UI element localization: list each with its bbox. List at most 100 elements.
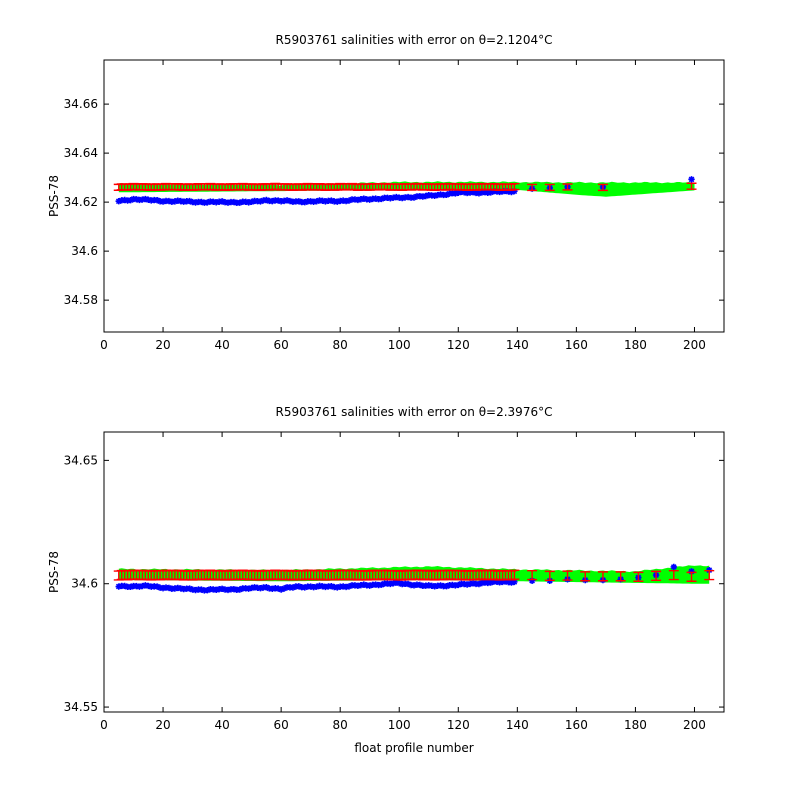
y-tick-label: 34.62	[64, 195, 98, 209]
float-salinity-point	[416, 581, 424, 589]
mapped-salinity-errorbar	[527, 183, 538, 192]
float-salinity-point	[528, 577, 536, 584]
axes-frame	[103, 59, 725, 333]
float-salinity-point	[301, 584, 308, 591]
float-salinity-point	[378, 581, 385, 588]
y-axis-label: PSS-78	[47, 175, 61, 217]
x-tick-label: 20	[155, 338, 170, 352]
x-tick-label: 160	[565, 718, 588, 732]
float-salinity-point	[263, 196, 270, 204]
x-tick-label: 0	[100, 338, 108, 352]
float-salinity-point	[115, 198, 122, 205]
mapped-salinity-errorbar	[597, 183, 608, 192]
x-tick-label: 160	[565, 338, 588, 352]
float-salinity-point	[236, 199, 244, 206]
float-salinity-point	[277, 586, 285, 593]
float-salinity-point	[455, 189, 462, 196]
x-tick-label: 200	[683, 338, 706, 352]
x-tick-label: 120	[447, 718, 470, 732]
mapped-salinity-errorbar	[668, 569, 679, 581]
float-salinity-point	[280, 585, 288, 592]
float-salinity-point	[295, 198, 303, 205]
float-salinity-point	[487, 189, 494, 196]
float-salinity-point	[153, 583, 161, 590]
float-salinity-point	[165, 584, 173, 592]
axes-frame	[103, 431, 725, 713]
x-tick-label: 180	[624, 718, 647, 732]
float-salinity-point	[127, 583, 134, 591]
float-salinity-point	[295, 583, 303, 590]
float-salinity-point	[443, 191, 450, 199]
float-salinity-point	[475, 190, 483, 197]
float-salinity-point	[313, 583, 320, 590]
float-salinity-point	[378, 195, 385, 203]
float-salinity-point	[301, 199, 308, 206]
x-tick-label: 180	[624, 338, 647, 352]
x-tick-label: 80	[333, 718, 348, 732]
x-tick-label: 140	[506, 718, 529, 732]
y-tick-label: 34.64	[64, 146, 98, 160]
float-salinity-point	[475, 580, 483, 588]
x-tick-label: 120	[447, 338, 470, 352]
x-axis-label: float profile number	[354, 741, 473, 755]
x-tick-label: 40	[214, 718, 229, 732]
chart-title-unit: °C	[538, 405, 552, 419]
x-tick-label: 100	[388, 718, 411, 732]
x-tick-label: 140	[506, 338, 529, 352]
mapped-salinity-errorbar	[686, 182, 697, 190]
mapped-salinity-errorbar	[686, 571, 697, 582]
mapped-salinity-errorbar	[562, 183, 573, 191]
mapped-salinity-errorbar	[562, 570, 573, 581]
chart-title-value: 2.3976	[496, 405, 538, 419]
float-salinity-point	[263, 584, 270, 591]
float-salinity-point	[248, 198, 255, 206]
y-tick-label: 34.6	[71, 577, 98, 591]
float-salinity-point	[443, 583, 450, 590]
mapped-salinity-errorbar	[509, 569, 520, 580]
x-tick-label: 60	[274, 718, 289, 732]
x-tick-label: 80	[333, 338, 348, 352]
float-salinity-point	[313, 198, 320, 205]
y-tick-label: 34.6	[71, 244, 98, 258]
mapped-salinity-errorbar	[597, 571, 608, 582]
float-salinity-point	[422, 192, 430, 200]
float-salinity-point	[328, 582, 335, 590]
float-salinity-point	[236, 586, 244, 593]
chart-title: R5903761 salinities with error on θ=2.39…	[276, 405, 553, 419]
y-tick-label: 34.55	[64, 700, 98, 714]
mapped-salinity-errorbar	[509, 182, 520, 191]
float-salinity-point	[455, 581, 462, 589]
chart-title-value: 2.1204	[496, 33, 538, 47]
float-salinity-point	[688, 568, 695, 575]
bottom-panel: R5903761 salinities with error on θ=2.39…	[47, 405, 725, 755]
mapped-salinity-errorbar	[580, 571, 591, 582]
x-tick-label: 0	[100, 718, 108, 732]
float-salinity-point	[404, 580, 412, 588]
float-salinity-point	[670, 563, 678, 571]
y-tick-label: 34.58	[64, 293, 98, 307]
float-salinity-point	[204, 199, 211, 206]
x-tick-label: 100	[388, 338, 411, 352]
y-tick-label: 34.66	[64, 97, 98, 111]
float-salinity-point	[328, 197, 335, 204]
float-salinity-point	[127, 196, 134, 204]
x-tick-label: 20	[155, 718, 170, 732]
chart-title-prefix: R5903761 salinities with error on θ=	[276, 33, 497, 47]
float-salinity-point	[153, 196, 161, 204]
mapped-salinity-errorbar	[704, 569, 715, 581]
chart-title-prefix: R5903761 salinities with error on θ=	[276, 405, 497, 419]
x-tick-label: 40	[214, 338, 229, 352]
float-salinity-point	[511, 578, 518, 586]
top-panel: R5903761 salinities with error on θ=2.12…	[47, 33, 725, 352]
x-tick-label: 60	[274, 338, 289, 352]
mapped-salinity-errorbar	[633, 571, 644, 582]
x-tick-label: 200	[683, 718, 706, 732]
float-salinity-point	[345, 197, 353, 204]
float-salinity-point	[198, 586, 205, 593]
float-salinity-point	[204, 586, 211, 594]
float-salinity-point	[121, 582, 128, 590]
float-salinity-point	[257, 198, 264, 205]
mapped-salinity-errorbar	[615, 571, 626, 582]
float-salinity-point	[186, 197, 193, 205]
float-salinity-point	[274, 585, 282, 592]
